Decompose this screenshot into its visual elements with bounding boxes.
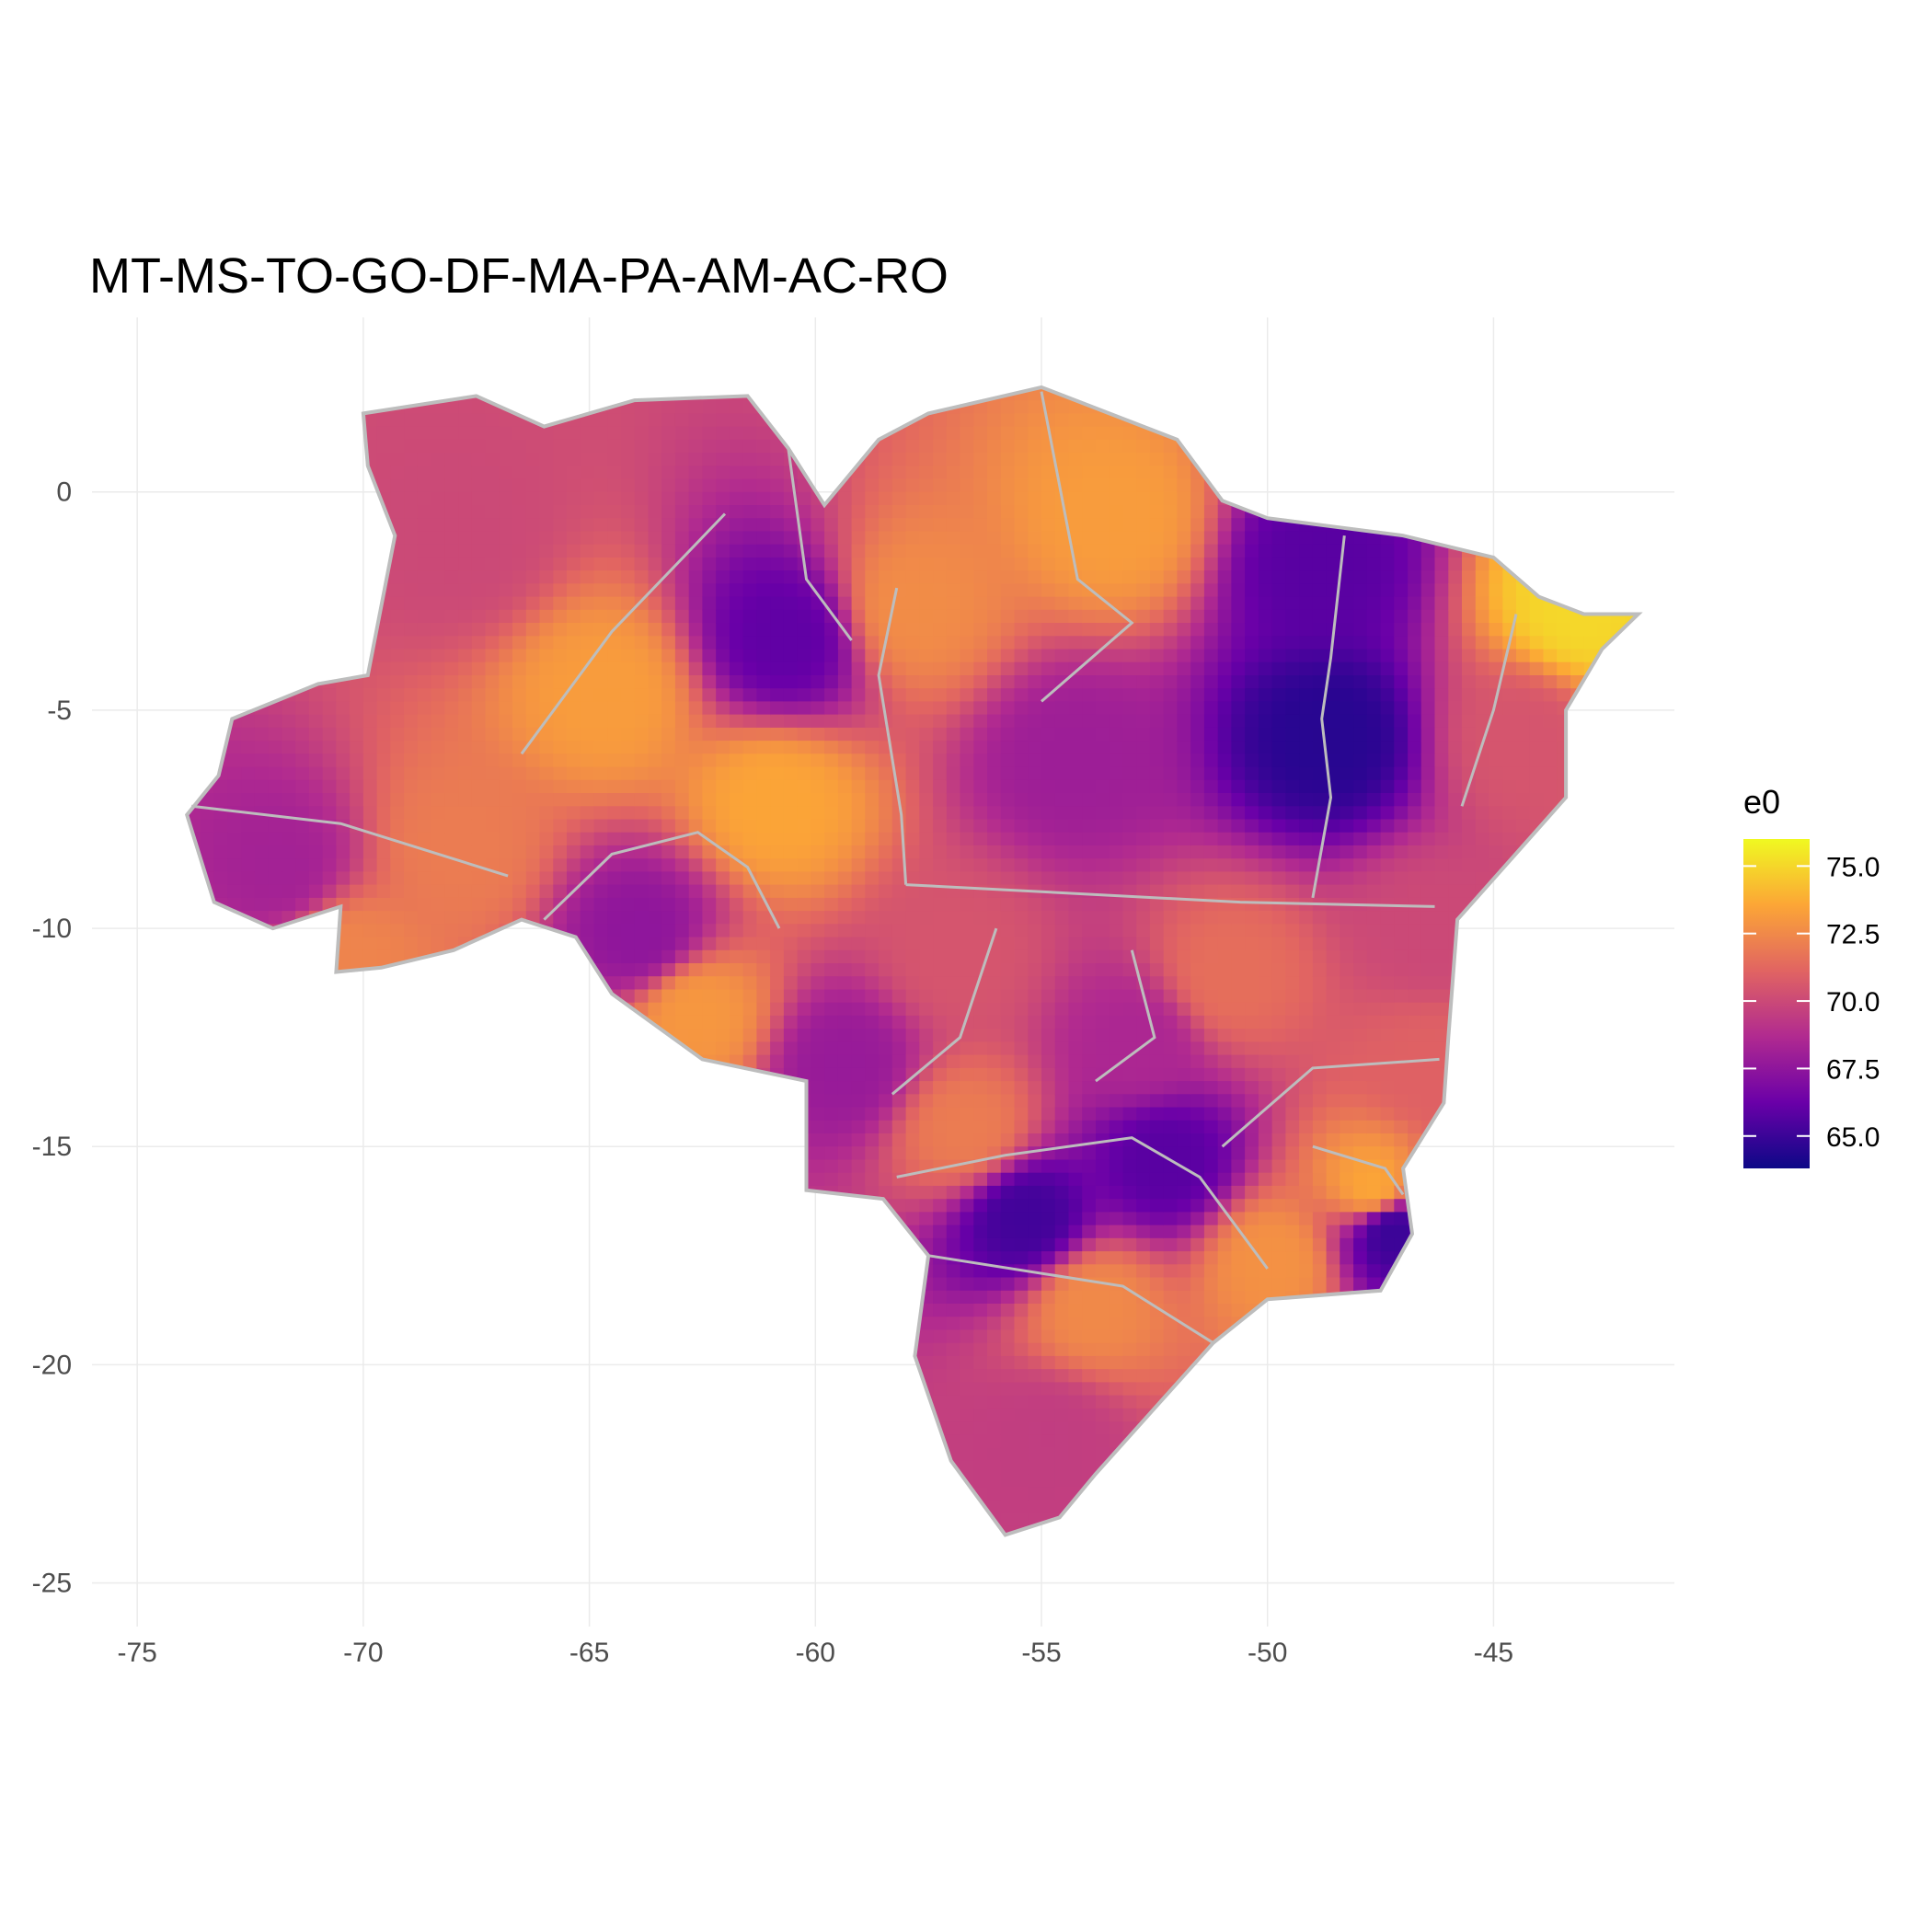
admin-border (891, 927, 998, 1096)
chart-title: MT-MS-TO-GO-DF-MA-PA-AM-AC-RO (89, 248, 949, 304)
legend-label: 75.0 (1826, 852, 1880, 882)
admin-border (1040, 391, 1134, 703)
x-tick-label: -50 (1248, 1638, 1287, 1668)
y-tick-label: 0 (56, 477, 72, 508)
legend-label: 65.0 (1826, 1122, 1880, 1153)
admin-border (1311, 535, 1346, 899)
x-tick-label: -55 (1021, 1638, 1061, 1668)
admin-border (1221, 1057, 1440, 1148)
x-tick-label: -70 (343, 1638, 383, 1668)
y-axis: 0 -5 -10 -15 -20 -25 (32, 477, 72, 1599)
map-surface (184, 385, 1643, 1537)
x-tick-label: -45 (1474, 1638, 1513, 1668)
x-tick-label: -60 (796, 1638, 835, 1668)
admin-border (927, 1254, 1214, 1344)
x-tick-label: -75 (117, 1638, 156, 1668)
legend-ticks: 75.0 72.5 70.0 67.5 65.0 (1743, 852, 1880, 1153)
admin-border (877, 587, 908, 885)
legend-label: 70.0 (1826, 987, 1880, 1018)
color-legend: e0 75.0 72.5 70.0 67.5 65.0 (1743, 783, 1880, 1168)
legend-label: 67.5 (1826, 1054, 1880, 1085)
admin-border (905, 883, 1435, 908)
admin-border (1312, 1144, 1405, 1196)
y-tick-label: -20 (32, 1350, 72, 1380)
admin-border (520, 512, 727, 755)
legend-colorbar (1743, 839, 1810, 1168)
admin-border (787, 448, 853, 641)
life-expectancy-surface (187, 386, 1639, 1535)
region-outline (184, 385, 1643, 1537)
admin-border (543, 831, 781, 929)
y-tick-label: -15 (32, 1132, 72, 1162)
x-axis: -75 -70 -65 -60 -55 -50 -45 (117, 1638, 1513, 1668)
admin-border (1095, 949, 1156, 1083)
legend-title: e0 (1743, 783, 1780, 821)
admin-border (190, 804, 509, 878)
admin-border (1460, 614, 1518, 807)
y-tick-label: -10 (32, 914, 72, 944)
x-tick-label: -65 (569, 1638, 609, 1668)
municipal-borders (190, 391, 1518, 1344)
y-tick-label: -25 (32, 1569, 72, 1599)
legend-label: 72.5 (1826, 920, 1880, 950)
admin-border (896, 1136, 1269, 1270)
y-tick-label: -5 (47, 696, 72, 726)
